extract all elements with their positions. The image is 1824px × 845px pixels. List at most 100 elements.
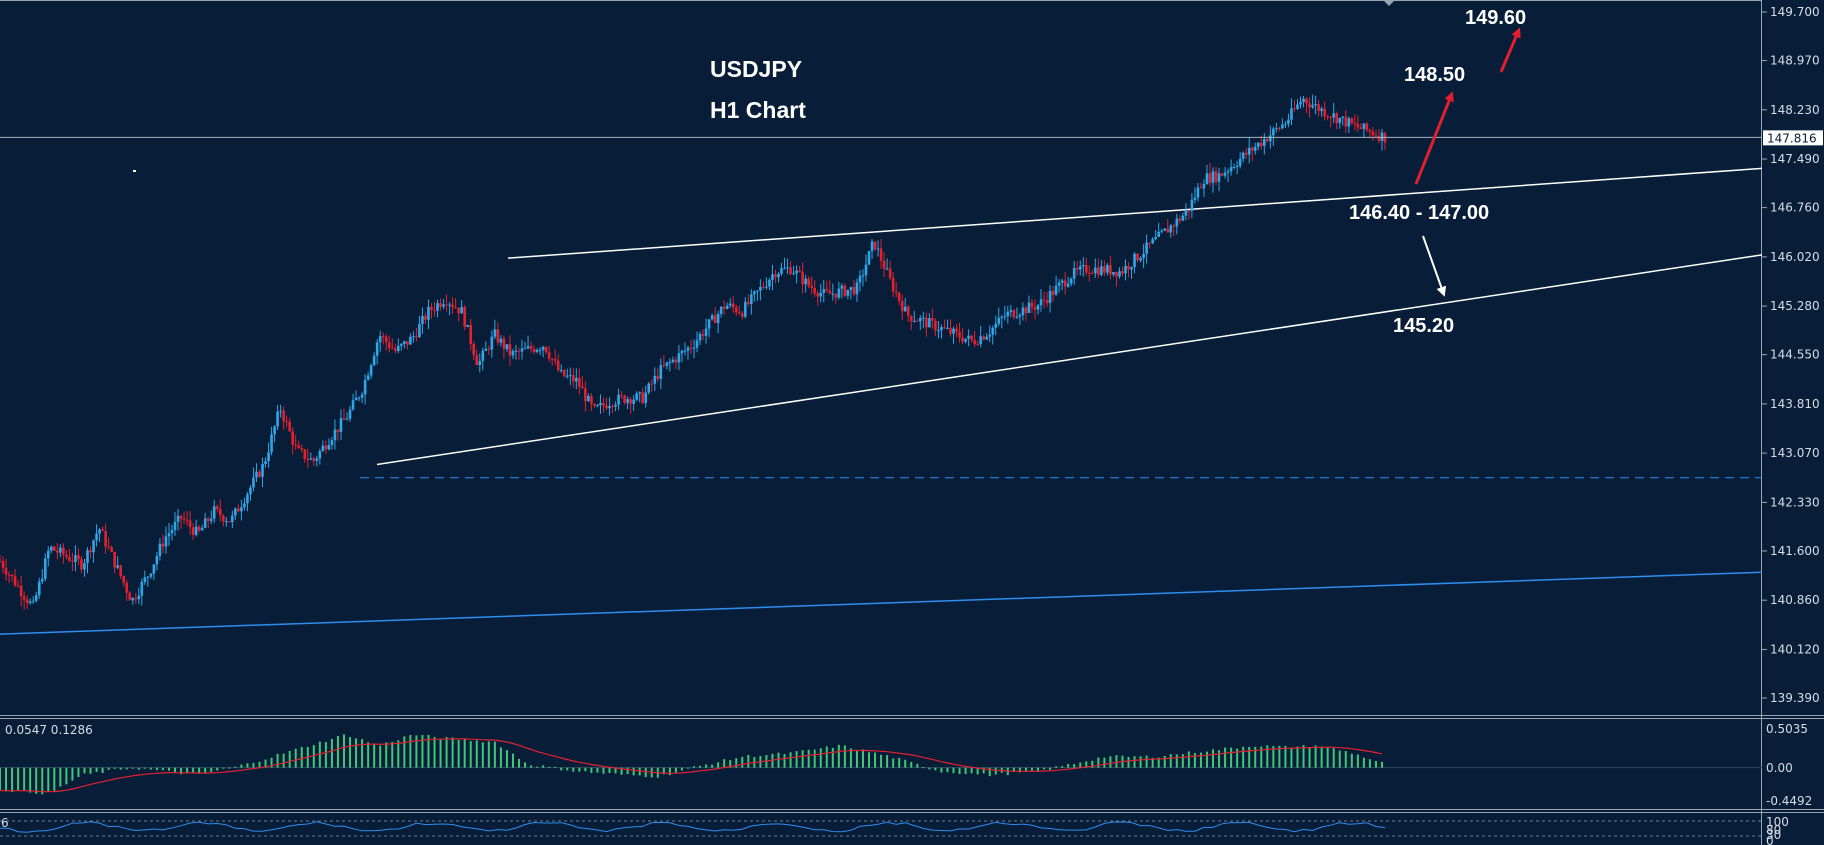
- candle-body: [146, 576, 150, 578]
- macd-histogram-bar: [922, 767, 925, 769]
- macd-histogram-bar: [228, 767, 231, 769]
- candle-body: [351, 400, 355, 410]
- candle-body: [243, 503, 246, 508]
- oscillator-panel: [0, 820, 1762, 837]
- candle-body: [1335, 113, 1339, 124]
- candle-body: [985, 336, 988, 340]
- candle-body: [967, 335, 970, 339]
- price-tick-label: 149.700: [1770, 5, 1820, 19]
- candle-body: [777, 273, 780, 278]
- macd-histogram-bar: [910, 761, 913, 768]
- candle-body: [704, 328, 708, 336]
- candle-body: [1293, 108, 1296, 110]
- macd-histogram-bar: [391, 741, 394, 768]
- candle-body: [119, 565, 122, 577]
- candle-body: [188, 520, 192, 528]
- candle-body: [403, 341, 406, 345]
- candle-body: [10, 574, 14, 577]
- price-tick-label: 142.330: [1770, 495, 1820, 509]
- candle-body: [523, 348, 527, 350]
- macd-histogram-bar: [928, 767, 931, 770]
- candle-body: [421, 315, 424, 324]
- macd-histogram-bar: [988, 767, 991, 777]
- candle-body: [553, 359, 557, 361]
- candle-body: [1341, 116, 1345, 118]
- macd-histogram-bar: [614, 767, 617, 774]
- macd-histogram-bar: [1085, 761, 1088, 768]
- candle-body: [430, 306, 433, 311]
- candle-body: [1374, 135, 1378, 137]
- candle-body: [1308, 103, 1311, 108]
- candle-body: [31, 600, 35, 602]
- macd-histogram-bar: [1181, 754, 1184, 768]
- candle-body: [834, 293, 838, 298]
- candle-body: [1326, 116, 1329, 118]
- scroll-marker-icon[interactable]: [1383, 0, 1395, 6]
- candle-body: [306, 459, 310, 461]
- candle-body: [62, 547, 65, 555]
- candle-body: [318, 451, 322, 459]
- macd-histogram-bar: [536, 766, 539, 768]
- candle-body: [547, 352, 551, 359]
- candle-body: [104, 531, 107, 547]
- candle-body: [725, 305, 729, 309]
- candle-body: [768, 279, 771, 287]
- candle-body: [937, 330, 940, 332]
- macd-histogram-bar: [59, 767, 62, 787]
- candle-body: [1172, 225, 1176, 227]
- candle-body: [535, 349, 539, 352]
- candle-body: [744, 301, 747, 317]
- candle-body: [89, 550, 92, 553]
- candle-body: [490, 336, 494, 350]
- candle-body: [92, 540, 95, 553]
- macd-histogram-bar: [1024, 767, 1027, 772]
- candle-body: [728, 303, 732, 306]
- candle-body: [1100, 266, 1103, 275]
- candle-body: [511, 350, 515, 356]
- candle-body: [4, 568, 8, 575]
- macd-histogram-bar: [246, 763, 249, 768]
- candle-body: [587, 396, 590, 402]
- macd-histogram-bar: [861, 749, 864, 768]
- macd-histogram-bar: [415, 735, 418, 768]
- candle-body: [1078, 266, 1082, 270]
- macd-histogram-bar: [1127, 756, 1130, 768]
- candle-body: [888, 268, 892, 279]
- candle-body: [176, 515, 180, 522]
- macd-histogram-bar: [705, 764, 708, 768]
- candle-body: [77, 555, 80, 560]
- candle-body: [599, 402, 602, 406]
- candle-body: [982, 336, 985, 340]
- macd-histogram-bar: [608, 767, 611, 774]
- candle-body: [870, 241, 874, 252]
- candle-body: [1238, 158, 1242, 166]
- macd-histogram-bar: [1091, 760, 1094, 768]
- macd-histogram-bar: [481, 742, 484, 768]
- price-tick-label: 140.120: [1770, 642, 1820, 656]
- candle-body: [952, 328, 955, 334]
- candle-body: [1018, 315, 1022, 317]
- macd-histogram-bar: [807, 749, 810, 768]
- candle-body: [556, 360, 560, 371]
- macd-histogram-bar: [1344, 751, 1347, 768]
- candle-body: [991, 327, 995, 335]
- price-tick-label: 144.550: [1770, 348, 1820, 362]
- macd-histogram-bar: [77, 767, 80, 778]
- osc-tick-30: 30: [1766, 828, 1781, 842]
- macd-histogram-bar: [819, 748, 822, 768]
- macd-histogram-bar: [137, 767, 140, 770]
- candle-body: [1338, 117, 1342, 124]
- candle-body: [164, 536, 168, 547]
- candle-body: [1214, 171, 1218, 182]
- macd-histogram-bar: [674, 767, 677, 773]
- macd-histogram-bar: [668, 767, 671, 776]
- candle-body: [919, 318, 922, 322]
- price-tick-label: 148.970: [1770, 54, 1820, 68]
- candle-body: [1103, 266, 1106, 273]
- macd-histogram-bar: [554, 766, 557, 768]
- candle-body: [1051, 290, 1055, 295]
- target-label-148-50: 148.50: [1404, 64, 1465, 86]
- candle-body: [469, 324, 473, 344]
- macd-histogram-bar: [300, 746, 303, 768]
